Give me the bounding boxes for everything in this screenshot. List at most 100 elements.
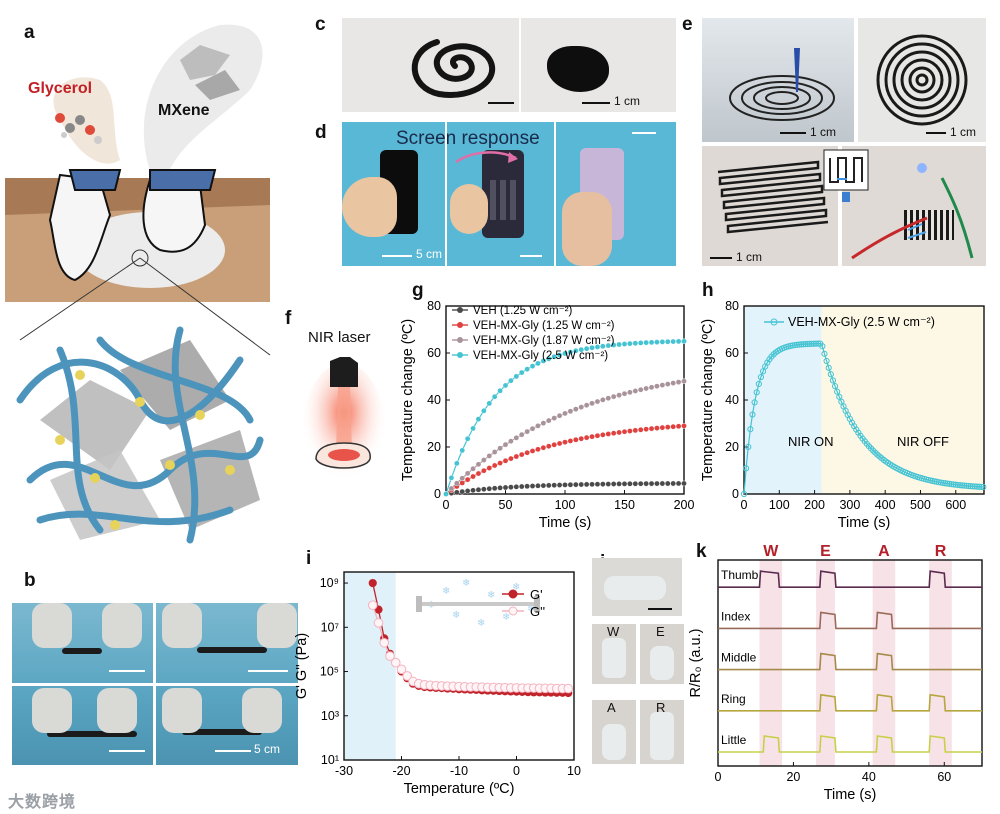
data-point-g1 bbox=[508, 455, 514, 462]
data-point-g0 bbox=[589, 481, 595, 488]
data-point-i1 bbox=[402, 671, 413, 681]
data-point-g0 bbox=[610, 481, 617, 487]
data-point-g0 bbox=[637, 480, 644, 487]
data-point-g1 bbox=[464, 476, 471, 483]
data-point-g3 bbox=[632, 340, 639, 347]
data-point-h bbox=[821, 350, 828, 357]
data-point-g2 bbox=[518, 431, 525, 438]
data-point-g2 bbox=[454, 480, 460, 487]
data-point-g0 bbox=[524, 483, 530, 490]
x-tick-label: 0 bbox=[443, 498, 450, 512]
chart-h: 0 100 200 300 400 500 600 0 20 40 60 80 Time (s) Temp… bbox=[700, 299, 987, 531]
data-point-g3 bbox=[497, 387, 503, 394]
data-point-h bbox=[954, 481, 961, 489]
gesture-band-2 bbox=[872, 560, 896, 766]
data-point-g1 bbox=[583, 434, 590, 441]
data-point-g2 bbox=[583, 402, 590, 408]
panel-label-i: i bbox=[306, 548, 312, 569]
scale-text-e1: 1 cm bbox=[810, 125, 837, 139]
chart-g: 0 50 100 150 200 0 20 40 60 80 Time (s) Temperature… bbox=[400, 299, 695, 531]
data-point-g3 bbox=[551, 353, 557, 360]
data-point-h bbox=[755, 380, 762, 388]
data-point-g1 bbox=[535, 446, 541, 453]
data-point-g0 bbox=[470, 487, 476, 494]
x-tick-label: 60 bbox=[937, 770, 951, 784]
data-point-h bbox=[963, 482, 970, 489]
legend-entry-h: VEH-MX-Gly (2.5 W cm⁻²) bbox=[788, 315, 935, 329]
data-point-h bbox=[740, 490, 748, 498]
x-tick-label: 600 bbox=[945, 498, 966, 512]
panel-c-photos: 1 cm bbox=[342, 18, 676, 112]
data-point-g1 bbox=[567, 438, 574, 444]
data-point-g0 bbox=[502, 484, 509, 491]
data-point-g0 bbox=[491, 485, 498, 492]
data-point-g3 bbox=[454, 460, 460, 467]
legend-marker bbox=[457, 352, 463, 358]
data-point-g1 bbox=[481, 467, 487, 474]
data-point-g3 bbox=[518, 369, 525, 376]
gesture-letter-R: R bbox=[935, 543, 947, 560]
gesture-label-w: W bbox=[607, 624, 620, 639]
x-axis-label: Temperature (ºC) bbox=[404, 781, 515, 797]
printed-spiral-printing bbox=[729, 48, 835, 121]
data-point-g2 bbox=[594, 398, 601, 405]
data-point-g1 bbox=[643, 426, 649, 432]
legend-marker bbox=[457, 307, 463, 313]
nir-on-region bbox=[744, 306, 822, 494]
data-point-g2 bbox=[670, 380, 676, 386]
data-point-g2 bbox=[556, 412, 563, 419]
data-point-g1 bbox=[632, 427, 639, 434]
data-point-g3 bbox=[594, 344, 601, 350]
data-point-g3 bbox=[616, 341, 622, 348]
data-point-g3 bbox=[567, 349, 574, 355]
y-tick-label: 10¹ bbox=[321, 753, 339, 767]
data-point-g2 bbox=[540, 420, 547, 426]
legend-entry-i1: G'' bbox=[530, 604, 545, 619]
data-point-g2 bbox=[529, 425, 536, 432]
x-axis-label: Time (s) bbox=[838, 515, 891, 531]
y-tick-label: 40 bbox=[725, 393, 739, 407]
printed-spiral bbox=[876, 34, 968, 126]
data-point-g2 bbox=[654, 383, 660, 389]
data-point-g3 bbox=[475, 416, 482, 422]
data-point-g3 bbox=[675, 338, 682, 345]
svg-text:❄: ❄ bbox=[502, 612, 510, 623]
data-point-g0 bbox=[605, 481, 612, 487]
data-point-g2 bbox=[497, 445, 503, 452]
panel-label-g: g bbox=[412, 280, 424, 301]
gesture-label-a: A bbox=[607, 700, 616, 715]
data-point-g0 bbox=[583, 481, 590, 488]
data-point-g1 bbox=[562, 439, 568, 445]
trace-label-ring: Ring bbox=[721, 692, 746, 706]
data-point-g3 bbox=[589, 344, 595, 351]
data-point-g0 bbox=[659, 480, 666, 487]
nir-laser-illustration bbox=[304, 357, 384, 487]
data-point-g0 bbox=[513, 484, 520, 490]
data-point-g2 bbox=[508, 438, 514, 444]
data-point-g2 bbox=[535, 423, 541, 429]
x-tick-label: 40 bbox=[862, 770, 876, 784]
data-point-g1 bbox=[621, 428, 628, 435]
legend-entry-g1: VEH-MX-Gly (1.25 W cm⁻²) bbox=[473, 320, 615, 332]
x-tick-label: 200 bbox=[674, 498, 695, 512]
data-point-h bbox=[812, 340, 820, 347]
phone-unlock bbox=[482, 150, 524, 238]
data-point-g3 bbox=[643, 339, 649, 346]
data-point-g0 bbox=[562, 482, 568, 488]
x-tick-label: 10 bbox=[567, 764, 581, 778]
data-point-g3 bbox=[502, 382, 509, 389]
data-point-g0 bbox=[643, 480, 649, 487]
data-point-g1 bbox=[681, 423, 687, 429]
data-point-g1 bbox=[513, 453, 520, 460]
y-tick-label: 60 bbox=[427, 346, 441, 360]
legend-marker bbox=[508, 606, 518, 616]
data-point-g1 bbox=[675, 423, 682, 430]
data-point-g0 bbox=[627, 480, 633, 487]
data-point-h bbox=[753, 389, 760, 396]
data-point-g2 bbox=[491, 449, 498, 455]
data-point-g3 bbox=[470, 425, 476, 432]
trace-middle bbox=[718, 652, 982, 671]
data-point-g2 bbox=[470, 465, 476, 472]
data-point-g3 bbox=[637, 340, 644, 346]
data-point-g3 bbox=[627, 340, 633, 347]
